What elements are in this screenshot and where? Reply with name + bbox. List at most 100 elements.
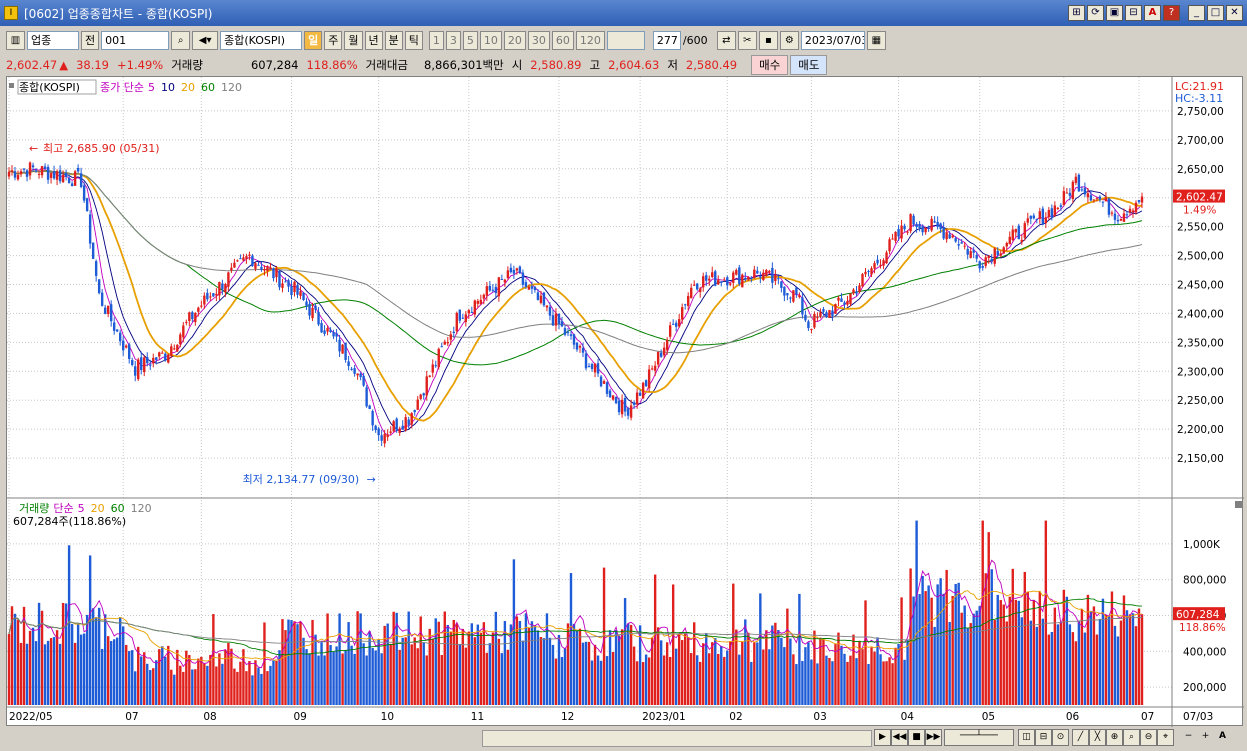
volume-bar [263,622,266,705]
buy-button[interactable]: 매수 [751,54,789,75]
interval-10[interactable]: 10 [479,31,502,50]
period-week[interactable]: 주 [324,31,343,50]
volume-bar [876,637,879,705]
count-input[interactable]: 277 [652,31,681,50]
zoom-fit-icon[interactable]: ◫ [1018,729,1035,746]
volume-bar [572,623,576,705]
zoom-in-icon[interactable]: + [1201,731,1210,741]
candle-body [783,286,786,296]
interval-custom-select[interactable] [606,31,645,50]
cross-line-icon[interactable]: ╳ [1089,729,1106,746]
interval-120[interactable]: 120 [575,31,605,50]
pan-icon[interactable]: ⌖ [1157,729,1174,746]
volume-bar [67,545,71,705]
interval-5[interactable]: 5 [462,31,478,50]
volume-bar [1038,591,1042,705]
magnify-minus-icon[interactable]: ⊖ [1140,729,1157,746]
gear-icon[interactable]: ⚙ [779,31,799,50]
prev-button[interactable]: 전 [81,31,100,50]
sell-button[interactable]: 매도 [790,54,828,75]
period-month[interactable]: 월 [344,31,363,50]
zoom-slider[interactable]: ───┴─── [944,729,1014,746]
scissors-icon[interactable]: ✂ [737,31,757,50]
volume-bar [906,639,909,705]
search-icon[interactable]: ⌕ [171,31,191,50]
chart-canvas[interactable]: 2,750,002,700,002,650,002,600,002,550,00… [7,77,1244,727]
candle-body [921,226,924,233]
interval-30[interactable]: 30 [527,31,550,50]
candle-body [380,435,383,441]
magnify-icon[interactable]: ⌕ [1123,729,1140,746]
chart-type-icon[interactable]: ▥ [6,31,25,50]
stop-icon[interactable]: ■ [908,729,925,746]
candle-body [440,346,443,348]
candle-body [699,288,702,293]
zoom-area-icon[interactable]: ⊟ [1035,729,1052,746]
candle-body [650,368,654,370]
magnet-icon[interactable]: ⊕ [1106,729,1123,746]
period-day[interactable]: 일 [304,31,323,50]
candle-body [990,258,993,262]
pane-close-icon[interactable] [1235,501,1242,508]
chart-area[interactable]: 2,750,002,700,002,650,002,600,002,550,00… [6,76,1244,727]
refresh-icon[interactable]: ⟳ [1087,5,1104,21]
arrows-icon[interactable]: ⇄ [716,31,736,50]
candle-body [329,329,332,332]
link-icon[interactable]: ⊞ [1068,5,1085,21]
volume-bar [557,634,561,705]
interval-20[interactable]: 20 [503,31,526,50]
candle-body [527,286,531,290]
quote-bar: 2,602.47 ▲ 38.19 +1.49% 거래량 607,284 118.8… [6,54,1242,75]
zoom-out-icon[interactable]: − [1184,731,1193,741]
period-minute[interactable]: 분 [384,31,403,50]
scroll-right-icon[interactable]: ▶ [874,729,891,746]
save-icon[interactable]: ▪ [758,31,778,50]
period-year[interactable]: 년 [364,31,383,50]
candle-body [140,357,143,371]
volume-bar [236,671,239,705]
candle-body [1008,236,1011,245]
date-input[interactable]: 2023/07/03 [800,31,865,50]
candle-body [747,277,750,280]
volume-bar [188,655,191,705]
auto-scale-icon[interactable]: A [1219,731,1226,741]
volume-bar [1119,620,1123,705]
calendar-icon[interactable]: ▦ [866,31,886,50]
volume-bar [40,610,44,705]
volume-bar [479,633,483,705]
rewind-icon[interactable]: ◀◀ [891,729,908,746]
candle-body [717,280,720,285]
candle-body [1032,215,1036,219]
minimize-button[interactable]: _ [1188,5,1205,21]
interval-1[interactable]: 1 [428,31,444,50]
market-select[interactable]: 업종 [27,31,79,50]
volume-bar [440,654,443,705]
trend-line-icon[interactable]: ╱ [1072,729,1089,746]
maximize-button[interactable]: □ [1207,5,1224,21]
interval-3[interactable]: 3 [445,31,461,50]
volume-bar [1107,615,1111,705]
history-icon[interactable]: ⊙ [1052,729,1069,746]
volume-bar [401,637,404,705]
close-button[interactable]: ✕ [1226,5,1243,21]
volume-bar [653,574,657,705]
font-icon[interactable]: A [1144,5,1161,21]
chart-scrollbar[interactable] [482,730,872,747]
time-tick-label: 06 [1066,711,1080,723]
layout-icon[interactable]: ⊟ [1125,5,1142,21]
interval-60[interactable]: 60 [551,31,574,50]
volume-tick-label: 1,000K [1183,539,1221,551]
candle-body [494,286,498,294]
candle-body [278,270,281,288]
print-icon[interactable]: ▣ [1106,5,1123,21]
period-tick[interactable]: 틱 [404,31,423,50]
candle-body [242,257,245,261]
code-input[interactable]: 001 [101,31,170,50]
fast-forward-icon[interactable]: ▶▶ [925,729,942,746]
high-value: 2,604.63 [608,57,660,72]
help-icon[interactable]: ? [1163,5,1180,21]
volume-bar [521,640,525,705]
toolbar: ▥ 업종 전 001 ⌕ ◀▾ 종합(KOSPI) 일 주 월 년 분 틱 1 … [0,28,1247,53]
volume-bar [103,614,107,705]
speaker-icon[interactable]: ◀▾ [192,31,219,50]
